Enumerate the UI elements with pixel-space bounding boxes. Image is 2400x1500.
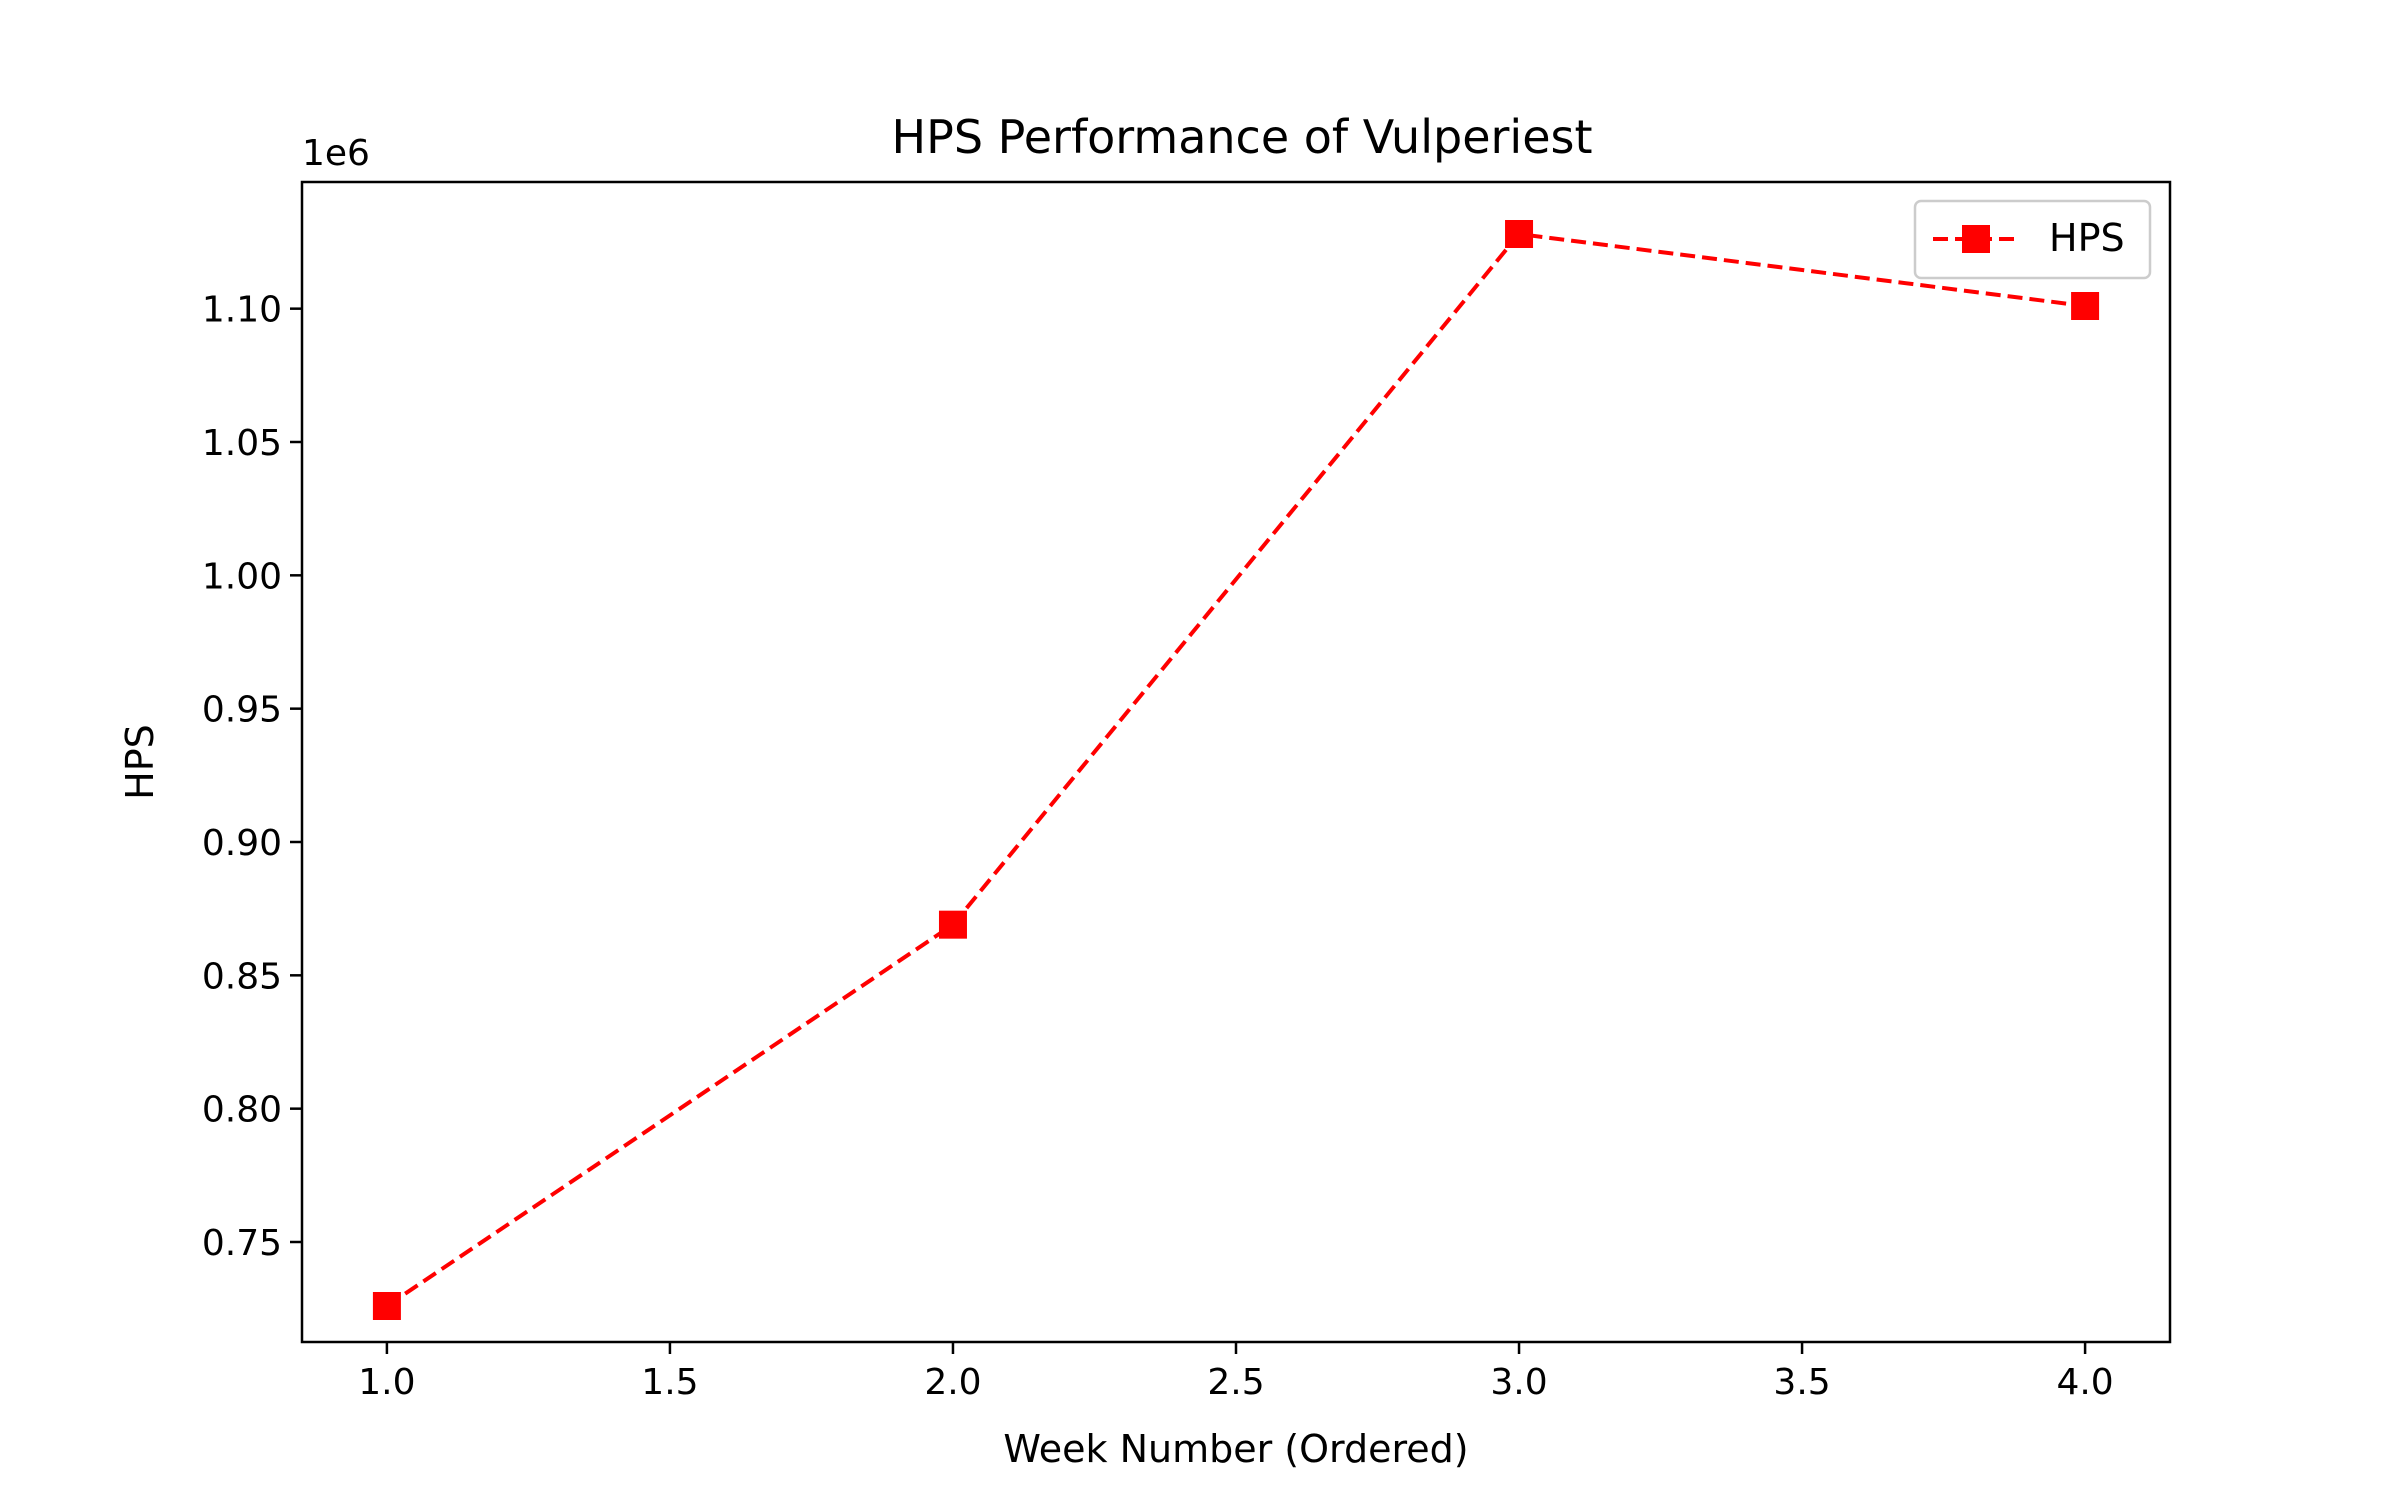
- x-tick-label: 4.0: [2056, 1362, 2113, 1403]
- y-tick-label: 0.80: [202, 1090, 282, 1131]
- y-tick-label: 1.05: [202, 423, 282, 464]
- y-tick-label: 0.75: [202, 1223, 282, 1264]
- y-axis: 0.75 0.80 0.85 0.90 0.95 1.00 1.05 1.10: [202, 290, 302, 1264]
- plot-frame: [300, 180, 2172, 1344]
- y-tick-label: 0.95: [202, 690, 282, 731]
- data-point-marker: [2071, 292, 2100, 320]
- x-tick-label: 3.0: [1490, 1362, 1547, 1403]
- x-tick-label: 3.5: [1773, 1362, 1830, 1403]
- x-axis-label: Week Number (Ordered): [1003, 1427, 1468, 1471]
- data-point-marker: [1505, 220, 1534, 248]
- legend-box: [1913, 199, 2152, 280]
- x-tick-label: 1.0: [358, 1362, 415, 1403]
- legend-label: HPS: [2049, 216, 2125, 260]
- y-axis-label: HPS: [118, 724, 162, 800]
- data-point-marker: [938, 910, 967, 939]
- legend-marker: [1962, 225, 1990, 253]
- y-tick-label: 1.10: [202, 290, 282, 331]
- y-offset-label: 1e6: [302, 133, 370, 174]
- data-point-marker: [372, 1292, 401, 1320]
- x-tick-label: 2.0: [924, 1362, 981, 1403]
- y-tick-label: 0.85: [202, 956, 282, 997]
- y-tick-label: 1.00: [202, 556, 282, 597]
- x-axis: 1.0 1.5 2.0 2.5 3.0 3.5 4.0: [358, 1342, 2114, 1403]
- series-line: [385, 231, 2086, 1308]
- legend: HPS: [1913, 199, 2152, 280]
- x-tick-label: 1.5: [641, 1362, 698, 1403]
- y-tick-label: 0.90: [202, 823, 282, 864]
- x-tick-label: 2.5: [1207, 1362, 1264, 1403]
- plot-series: [372, 220, 2100, 1320]
- chart-title: HPS Performance of Vulperiest: [891, 110, 1592, 164]
